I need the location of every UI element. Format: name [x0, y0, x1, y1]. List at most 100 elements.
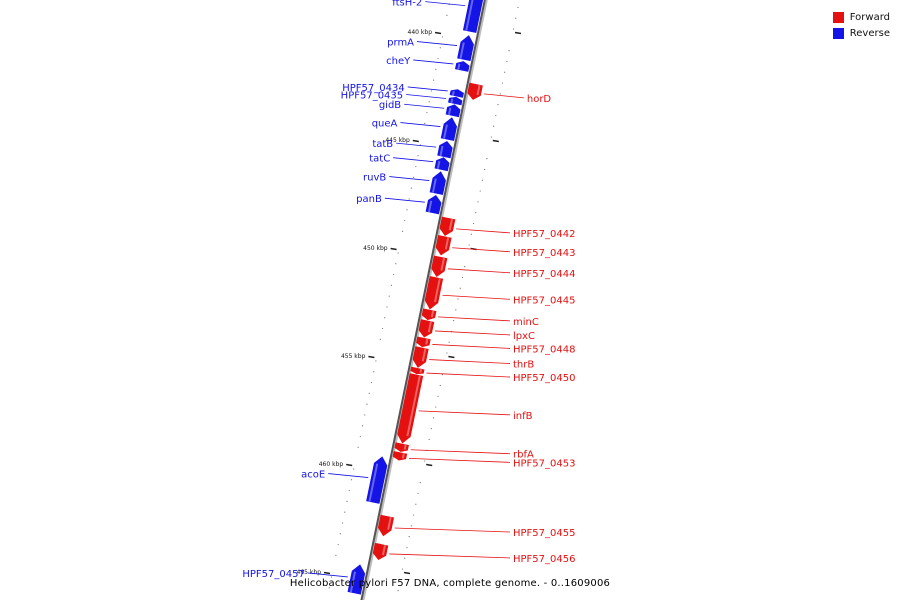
- gene-label[interactable]: HPF57_0450: [513, 373, 575, 384]
- minor-tick-dot: [441, 36, 444, 38]
- minor-tick-dot: [497, 104, 499, 106]
- gene-label[interactable]: gidB: [379, 100, 401, 111]
- minor-tick-dot: [432, 79, 435, 81]
- major-tick-right: [492, 139, 499, 143]
- gene-highlight: [459, 42, 465, 59]
- gene-label[interactable]: minC: [513, 317, 539, 328]
- gene-infB[interactable]: [397, 373, 424, 444]
- gene-HPF57_0450[interactable]: [410, 366, 425, 375]
- gene-HPF57_0453[interactable]: [392, 451, 408, 461]
- gene-HPF57_0442[interactable]: [439, 216, 456, 237]
- minor-tick-dot: [435, 406, 437, 408]
- gene-label[interactable]: ftsH-2: [392, 0, 422, 9]
- gene-label[interactable]: HPF57_0444: [513, 269, 575, 280]
- legend-forward: Forward: [832, 9, 890, 25]
- gene-label[interactable]: HPF57_0443: [513, 248, 575, 259]
- gene-horD[interactable]: [467, 82, 483, 100]
- minor-tick-dot: [366, 403, 368, 405]
- gene-highlight: [451, 90, 455, 96]
- gene-thrB[interactable]: [412, 346, 429, 368]
- gene-label[interactable]: panB: [356, 194, 382, 205]
- gene-label[interactable]: cheY: [386, 56, 411, 67]
- gene-HPF57_0444[interactable]: [431, 255, 448, 278]
- gene-tatB[interactable]: [437, 141, 453, 159]
- minor-tick-dot: [364, 414, 366, 416]
- gene-highlight: [447, 107, 452, 116]
- gene-leader-line: [328, 473, 369, 478]
- gene-rbfA[interactable]: [394, 442, 409, 452]
- gene-leader-line: [442, 294, 511, 300]
- minor-tick-dot: [408, 536, 410, 538]
- minor-tick-dot: [373, 371, 375, 373]
- minor-tick-dot: [446, 14, 448, 16]
- gene-label[interactable]: acoE: [301, 470, 325, 481]
- minor-tick-dot: [486, 158, 488, 160]
- gene-highlight: [401, 453, 405, 459]
- gene-HPF57_0456[interactable]: [372, 542, 389, 560]
- gene-lpxC[interactable]: [418, 319, 435, 338]
- tick-label: 455 kbp: [341, 353, 366, 360]
- minor-tick-dot: [424, 122, 426, 124]
- minor-tick-dot: [337, 543, 339, 546]
- minor-tick-dot: [506, 60, 508, 63]
- gene-gidB[interactable]: [445, 104, 461, 118]
- gene-label[interactable]: HPF57_0455: [513, 528, 575, 539]
- gene-leader-line: [426, 372, 511, 378]
- minor-tick-dot: [439, 47, 441, 49]
- gene-HPF57_0443[interactable]: [435, 235, 452, 256]
- gene-panB[interactable]: [425, 194, 442, 215]
- minor-tick-dot: [397, 590, 399, 592]
- gene-HPF57_0448[interactable]: [416, 336, 431, 348]
- gene-label[interactable]: queA: [372, 119, 398, 130]
- gene-label[interactable]: infB: [513, 411, 533, 422]
- gene-label[interactable]: HPF57_0456: [513, 554, 575, 565]
- gene-label[interactable]: HPF57_0457: [242, 569, 304, 580]
- gene-queA[interactable]: [440, 117, 458, 141]
- gene-HPF57_0435[interactable]: [448, 96, 463, 106]
- tick-label: 445 kbp: [385, 137, 410, 144]
- gene-label[interactable]: tatC: [369, 154, 390, 165]
- gene-HPF57_0455[interactable]: [377, 514, 395, 537]
- gene-label[interactable]: tatB: [372, 139, 393, 150]
- gene-leader-line: [456, 228, 511, 234]
- gene-label[interactable]: lpxC: [513, 331, 535, 342]
- gene-label[interactable]: horD: [527, 94, 552, 105]
- gene-tatC[interactable]: [434, 157, 450, 172]
- gene-label[interactable]: HPF57_0442: [513, 229, 575, 240]
- gene-ftsH-2[interactable]: [462, 0, 484, 33]
- gene-highlight: [465, 0, 474, 31]
- major-tick-right: [514, 31, 522, 35]
- gene-ruvB[interactable]: [429, 171, 446, 195]
- gene-label[interactable]: prmA: [387, 38, 414, 49]
- gene-HPF57_0457[interactable]: [347, 564, 366, 595]
- gene-leader-line: [438, 316, 511, 322]
- gene-label[interactable]: ruvB: [363, 173, 386, 184]
- minor-tick-dot: [468, 244, 470, 246]
- gene-leader-line: [407, 86, 448, 92]
- gene-minC[interactable]: [421, 308, 437, 321]
- gene-label[interactable]: rbfA: [513, 450, 534, 461]
- minor-tick-dot: [410, 187, 412, 189]
- gene-label[interactable]: thrB: [513, 360, 534, 371]
- forward-swatch: [832, 11, 844, 23]
- gene-HPF57_0434[interactable]: [449, 89, 464, 98]
- minor-tick-dot: [395, 263, 397, 265]
- gene-prmA[interactable]: [457, 35, 474, 62]
- gene-highlight: [419, 368, 423, 373]
- gene-label[interactable]: HPF57_0434: [342, 83, 404, 94]
- minor-tick-dot: [361, 425, 364, 427]
- gene-label[interactable]: HPF57_0435: [341, 90, 403, 101]
- gene-label[interactable]: HPF57_0445: [513, 295, 575, 306]
- axis-shadow: [361, 0, 488, 600]
- gene-highlight: [427, 321, 432, 333]
- gene-HPF57_0445[interactable]: [424, 276, 444, 310]
- gene-cheY[interactable]: [454, 61, 470, 72]
- gene-leader-line: [394, 527, 511, 533]
- gene-label[interactable]: HPF57_0448: [513, 344, 575, 355]
- minor-tick-dot: [406, 209, 408, 211]
- gene-highlight: [443, 124, 448, 139]
- minor-tick-dot: [341, 522, 344, 524]
- minor-tick-dot: [404, 219, 406, 222]
- gene-acoE[interactable]: [366, 456, 388, 504]
- gene-label[interactable]: HPF57_0453: [513, 458, 575, 469]
